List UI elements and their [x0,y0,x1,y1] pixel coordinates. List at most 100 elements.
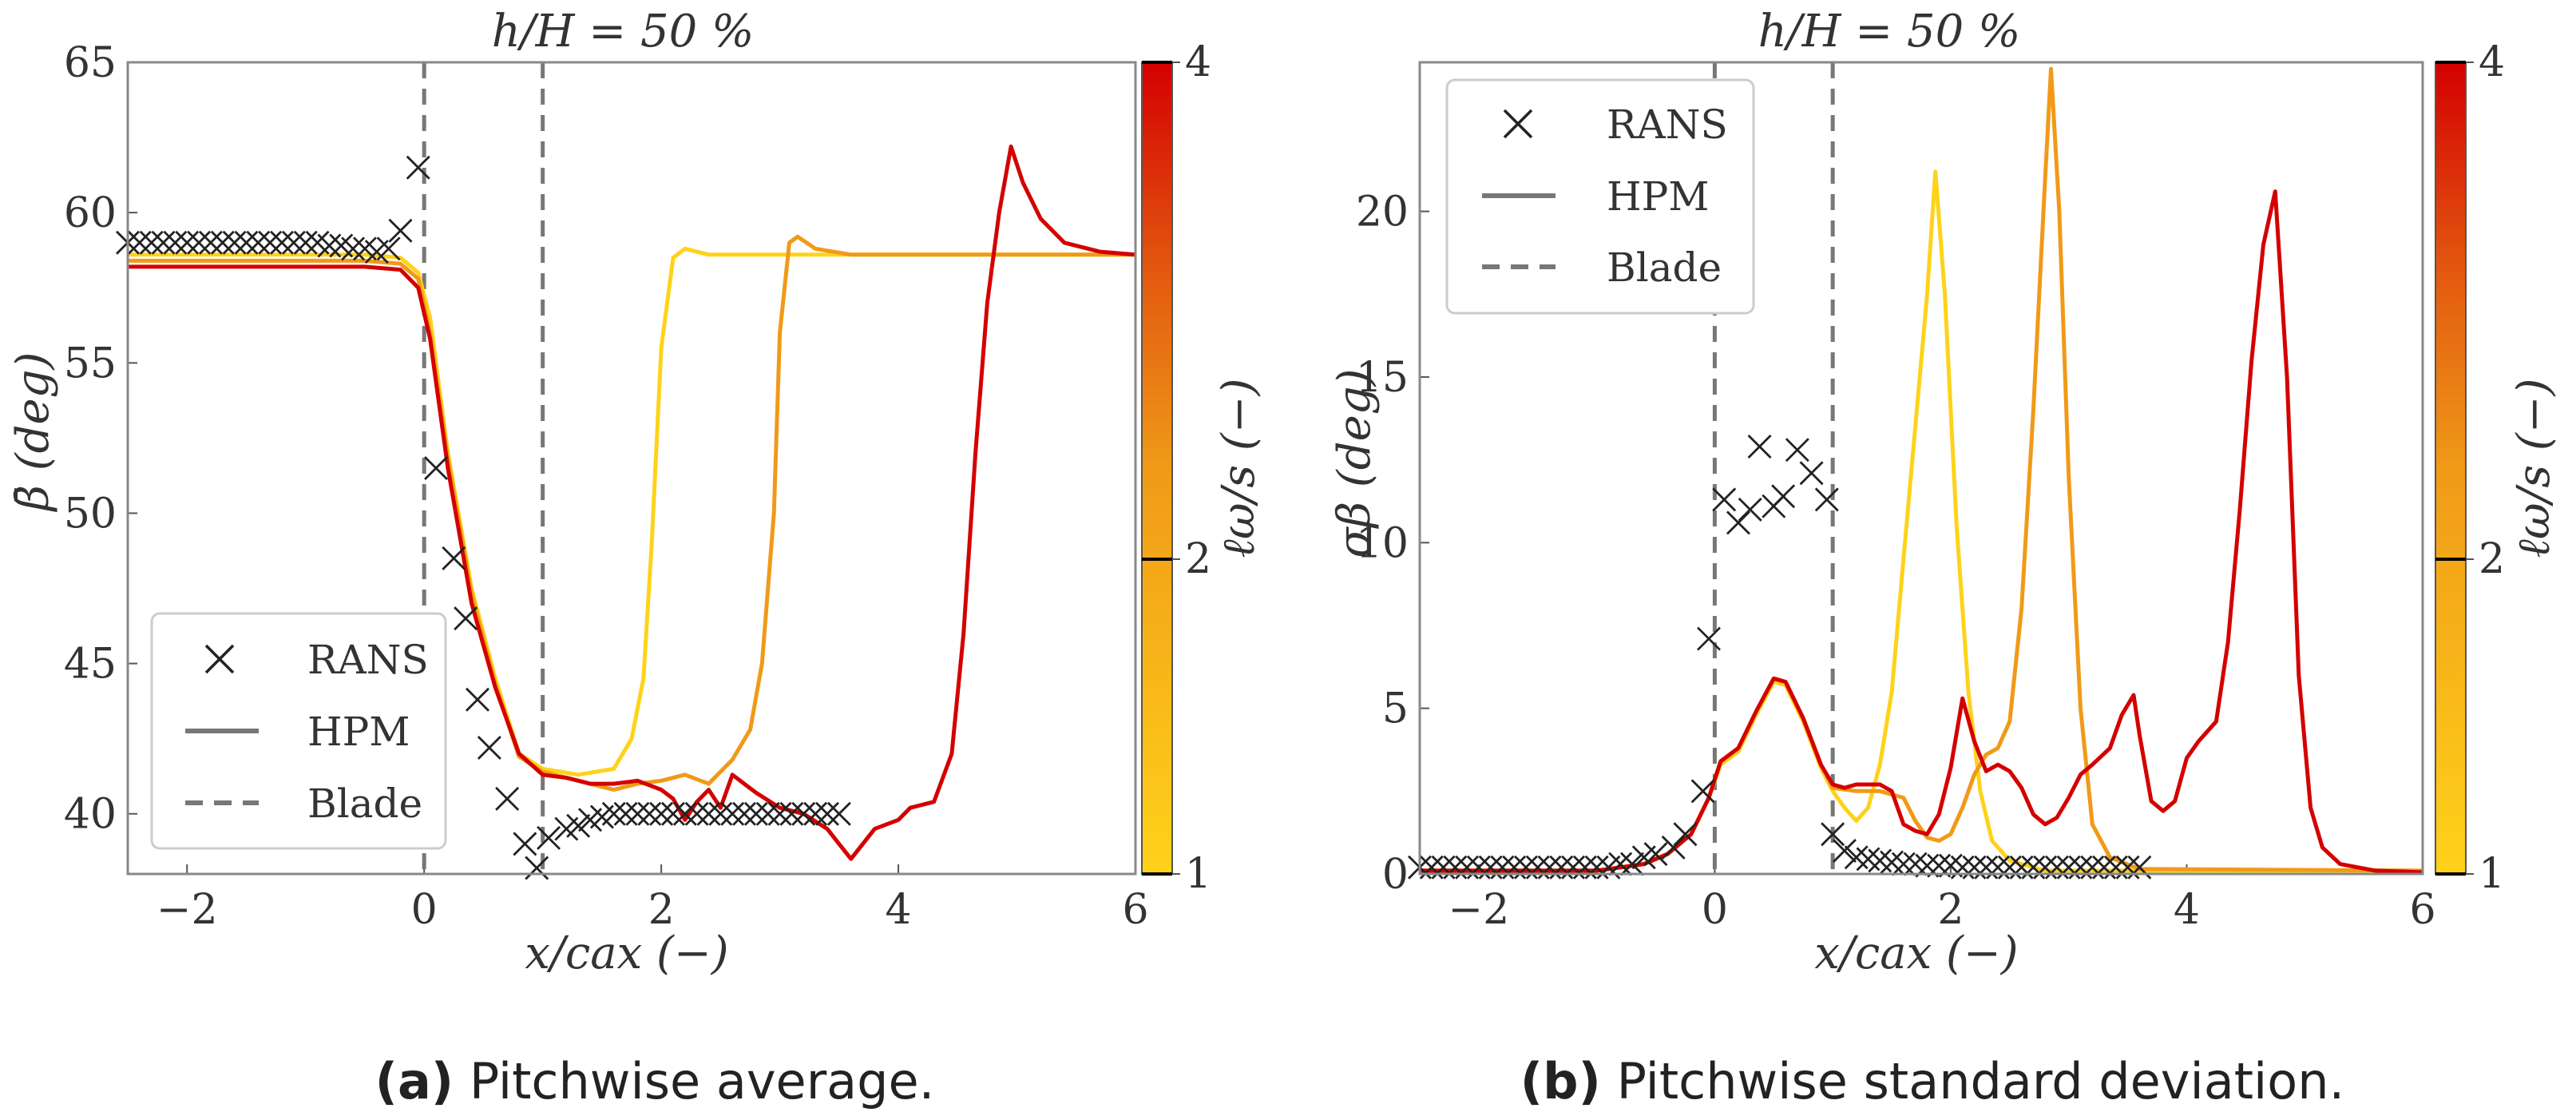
panel-a-series [128,144,1136,861]
rans-marker [791,801,816,826]
rans-marker [1962,855,1987,880]
rans-marker [234,230,259,255]
rans-marker [424,456,449,480]
panel-b-axes-frame [1418,61,2424,876]
rans-marker [341,236,366,261]
rans-marker [755,801,780,826]
y-tick-label: 50 [64,490,117,538]
panel-b-colorbar: 4 2 1 ℓω/s (−) [2435,38,2560,898]
rans-marker [1880,850,1904,875]
rans-marker [187,230,212,255]
x-tick-label: 0 [1702,886,1728,934]
panel-a-ticks: −2 0 2 4 6 40 45 50 55 60 65 [64,39,1149,934]
rans-marker [246,230,271,255]
panel-a-legend: RANS HPM Blade [150,612,447,850]
colorbar-tick-2: 2 [2479,535,2505,583]
rans-marker [2080,855,2105,880]
rans-marker [442,546,466,570]
rans-marker [513,832,537,856]
rans-marker [1821,822,1845,847]
rans-marker [317,233,342,258]
rans-marker [388,218,413,243]
panel-b-y-axis-label: σβ (deg) [1329,369,1381,558]
panel-a-rans-markers [116,155,851,880]
rans-marker [270,230,295,255]
rans-marker [1549,855,1574,880]
rans-marker [465,687,489,712]
rans-marker [1419,855,1444,880]
legend-rans-label: RANS [1607,101,1728,148]
rans-marker [1891,852,1916,876]
rans-marker [151,230,176,255]
y-tick-label: 40 [64,791,117,839]
caption-b-text: Pitchwise standard deviation. [1601,1052,2344,1110]
rans-marker [1619,852,1644,876]
colorbar-gradient [1141,62,1173,875]
rans-marker [613,801,638,826]
y-tick-label: 60 [64,189,117,237]
rans-marker [1844,845,1869,870]
panel-a-axes-frame [126,61,1137,876]
legend-blade-label: Blade [307,780,422,827]
rans-marker [1868,848,1892,873]
rans-marker [406,155,430,180]
rans-marker [1561,855,1586,880]
rans-marker [660,801,685,826]
rans-marker [826,801,851,826]
rans-marker [1814,487,1839,512]
caption-a: (a) Pitchwise average. [375,1052,935,1110]
colorbar-tick-1: 1 [1185,850,1211,898]
y-tick-label: 15 [1356,354,1409,402]
legend-box [1445,78,1755,315]
panel-b-ticks: −2 0 2 4 6 0 5 10 15 20 [1356,189,2436,934]
panel-b-legend: RANS HPM Blade [1445,78,1755,315]
rans-marker [1455,855,1480,880]
rans-marker [139,230,164,255]
rans-marker [376,236,401,261]
rans-marker [1903,852,1928,876]
rans-marker [1537,855,1562,880]
rans-marker [1525,855,1550,880]
rans-marker [1643,842,1668,867]
colorbar-tick-4: 4 [2479,38,2505,86]
legend-hpm-label: HPM [1607,173,1709,220]
rans-marker [1466,855,1491,880]
panel-a-colorbar: 4 2 1 ℓω/s (−) [1141,38,1265,898]
rans-marker [649,801,674,826]
rans-marker [210,230,235,255]
rans-marker [767,801,792,826]
rans-marker [779,801,804,826]
caption-b: (b) Pitchwise standard deviation. [1520,1052,2344,1110]
panel-a-blade-lines [422,62,545,874]
rans-marker [2044,855,2069,880]
colorbar-tick-4: 4 [1185,38,1211,86]
y-tick-label: 65 [64,39,117,87]
rans-marker [1502,855,1527,880]
rans-marker [1785,438,1809,463]
rans-marker [1832,838,1857,863]
y-tick-label: 10 [1356,519,1409,567]
rans-marker [1799,461,1824,486]
rans-marker [1478,855,1503,880]
rans-marker [814,801,839,826]
rans-marker [708,801,733,826]
hpm-series-4 [128,144,1136,861]
rans-marker [477,735,501,760]
rans-marker [198,230,223,255]
rans-marker [1431,855,1456,880]
y-tick-label: 45 [64,641,117,689]
x-tick-label: 4 [2174,886,2200,934]
rans-marker [1697,626,1722,651]
legend-hpm-label: HPM [307,709,410,755]
y-tick-label: 55 [64,340,117,387]
rans-marker [127,230,152,255]
y-tick-label: 20 [1356,189,1409,236]
panel-b-chart: h/H = 50 % −2 0 2 4 6 0 5 10 15 20 x/cax (−) σβ (… [1329,6,2560,979]
rans-marker [1673,822,1698,847]
colorbar-gradient [2435,62,2467,875]
x-tick-label: 2 [648,886,675,934]
rans-marker [222,230,247,255]
y-tick-label: 5 [1382,685,1409,733]
